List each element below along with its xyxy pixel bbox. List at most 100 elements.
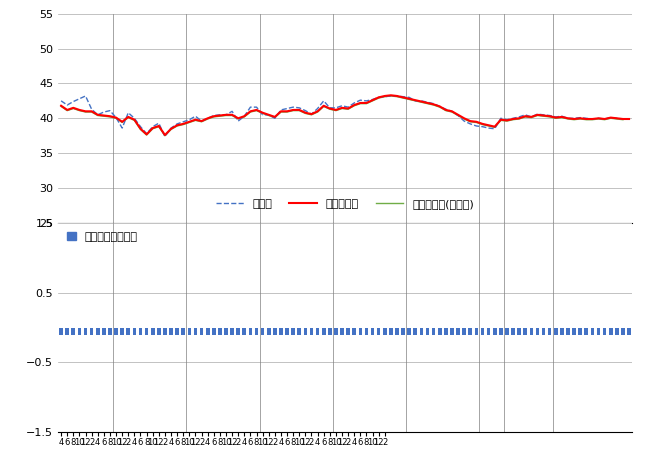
Bar bbox=[383, 328, 386, 334]
Bar bbox=[157, 328, 161, 334]
Bar bbox=[371, 328, 374, 334]
Bar bbox=[255, 328, 259, 334]
Bar bbox=[523, 328, 527, 334]
Bar bbox=[505, 328, 509, 334]
Text: 2
年: 2 年 bbox=[561, 261, 568, 282]
Bar bbox=[389, 328, 393, 334]
Bar bbox=[243, 328, 246, 334]
Bar bbox=[139, 328, 143, 334]
Bar bbox=[444, 328, 448, 334]
Bar bbox=[450, 328, 454, 334]
Bar bbox=[420, 328, 423, 334]
Bar bbox=[554, 328, 557, 334]
Bar bbox=[627, 328, 631, 334]
Bar bbox=[487, 328, 490, 334]
Bar bbox=[96, 328, 99, 334]
Bar bbox=[408, 328, 411, 334]
Bar bbox=[175, 328, 179, 334]
Bar bbox=[248, 328, 252, 334]
Bar bbox=[535, 328, 539, 334]
Bar bbox=[181, 328, 185, 334]
Bar bbox=[144, 328, 148, 334]
Bar bbox=[456, 328, 460, 334]
Bar bbox=[273, 328, 277, 334]
Bar bbox=[151, 328, 155, 334]
Bar bbox=[438, 328, 442, 334]
Bar bbox=[310, 328, 313, 334]
Bar bbox=[72, 328, 75, 334]
Text: 26年: 26年 bbox=[139, 261, 160, 271]
Bar bbox=[169, 328, 173, 334]
Bar bbox=[584, 328, 588, 334]
Bar bbox=[194, 328, 197, 334]
Bar bbox=[401, 328, 405, 334]
Text: 28年: 28年 bbox=[286, 261, 306, 271]
Bar bbox=[352, 328, 356, 334]
Text: 元年: 元年 bbox=[522, 261, 535, 271]
Bar bbox=[621, 328, 625, 334]
Bar bbox=[346, 328, 350, 334]
Bar bbox=[481, 328, 484, 334]
Bar bbox=[133, 328, 136, 334]
Bar bbox=[566, 328, 570, 334]
Bar bbox=[292, 328, 295, 334]
Bar bbox=[591, 328, 594, 334]
Bar bbox=[316, 328, 319, 334]
Bar bbox=[334, 328, 338, 334]
Bar bbox=[206, 328, 210, 334]
Bar bbox=[548, 328, 551, 334]
Bar bbox=[212, 328, 215, 334]
Bar bbox=[304, 328, 307, 334]
Bar bbox=[395, 328, 399, 334]
Bar bbox=[493, 328, 497, 334]
Bar bbox=[77, 328, 81, 334]
Bar bbox=[426, 328, 430, 334]
Bar bbox=[511, 328, 515, 334]
Bar bbox=[65, 328, 69, 334]
Bar bbox=[432, 328, 435, 334]
Bar bbox=[261, 328, 264, 334]
Bar bbox=[108, 328, 112, 334]
Bar bbox=[364, 328, 368, 334]
Bar bbox=[359, 328, 362, 334]
Bar bbox=[603, 328, 606, 334]
Bar bbox=[114, 328, 118, 334]
Bar bbox=[609, 328, 613, 334]
Bar bbox=[200, 328, 203, 334]
Bar bbox=[285, 328, 289, 334]
Bar bbox=[218, 328, 222, 334]
Bar bbox=[462, 328, 466, 334]
Bar bbox=[499, 328, 502, 334]
Bar bbox=[279, 328, 283, 334]
Text: 31年: 31年 bbox=[481, 261, 502, 271]
Bar bbox=[517, 328, 521, 334]
Bar bbox=[230, 328, 234, 334]
Legend: 新旧差（新－旧）: 新旧差（新－旧） bbox=[64, 228, 141, 245]
Bar bbox=[468, 328, 472, 334]
Bar bbox=[560, 328, 564, 334]
Bar bbox=[322, 328, 326, 334]
Bar bbox=[340, 328, 344, 334]
Text: 30年: 30年 bbox=[433, 261, 453, 271]
Bar bbox=[224, 328, 228, 334]
Bar bbox=[572, 328, 576, 334]
Text: 29年: 29年 bbox=[359, 261, 380, 271]
Bar bbox=[530, 328, 533, 334]
Text: 27年: 27年 bbox=[212, 261, 233, 271]
Bar bbox=[597, 328, 600, 334]
Bar bbox=[615, 328, 619, 334]
Bar bbox=[126, 328, 130, 334]
Bar bbox=[267, 328, 270, 334]
Bar bbox=[475, 328, 478, 334]
Bar bbox=[188, 328, 191, 334]
Bar bbox=[542, 328, 546, 334]
Text: 25年: 25年 bbox=[75, 261, 96, 271]
Bar bbox=[84, 328, 87, 334]
Bar bbox=[121, 328, 124, 334]
Bar bbox=[377, 328, 381, 334]
Bar bbox=[163, 328, 167, 334]
Bar bbox=[413, 328, 417, 334]
Bar bbox=[236, 328, 240, 334]
Legend: 原系列, 季節調整値, 季節調整値(改訂前): 原系列, 季節調整値, 季節調整値(改訂前) bbox=[212, 194, 479, 213]
Bar bbox=[297, 328, 301, 334]
